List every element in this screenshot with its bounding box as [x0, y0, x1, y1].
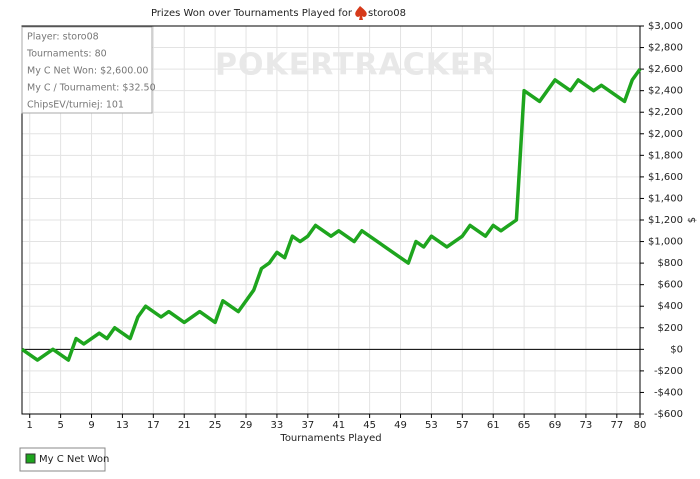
x-tick-label: 49 [394, 420, 407, 431]
y-tick-label: -$600 [654, 409, 683, 420]
y-tick-label: $0 [670, 344, 683, 355]
x-tick-label: 41 [332, 420, 345, 431]
x-axis-label: Tournaments Played [279, 433, 381, 444]
info-line: My C Net Won: $2,600.00 [27, 66, 148, 77]
y-tick-label: $1,000 [648, 237, 683, 248]
info-line: Tournaments: 80 [26, 49, 107, 60]
y-tick-label: $2,600 [648, 64, 683, 75]
x-tick-label: 69 [549, 420, 562, 431]
y-axis-label: $ [687, 217, 698, 223]
x-tick-label: 33 [271, 420, 284, 431]
x-tick-label: 13 [116, 420, 129, 431]
x-tick-label: 53 [425, 420, 438, 431]
x-tick-label: 73 [580, 420, 593, 431]
x-tick-label: 1 [27, 420, 33, 431]
info-line: ChipsEV/turniej: 101 [27, 100, 124, 111]
plot-border [21, 25, 641, 415]
chart-title: Prizes Won over Tournaments Played for [151, 8, 353, 19]
x-tick-label: 65 [518, 420, 531, 431]
y-tick-label: $600 [658, 280, 683, 291]
watermark: POKERTRACKER [215, 48, 496, 83]
y-tick-label: $2,000 [648, 129, 683, 140]
x-tick-label: 57 [456, 420, 469, 431]
y-tick-label: -$200 [654, 366, 683, 377]
y-tick-label: $1,600 [648, 172, 683, 183]
x-tick-label: 17 [147, 420, 160, 431]
info-line: My C / Tournament: $32.50 [27, 83, 156, 94]
info-line: Player: storo08 [27, 32, 99, 43]
y-tick-label: -$400 [654, 387, 683, 398]
x-tick-label: 9 [88, 420, 94, 431]
y-tick-label: $800 [658, 258, 683, 269]
x-tick-label: 5 [57, 420, 63, 431]
y-tick-label: $1,400 [648, 193, 683, 204]
y-tick-label: $3,000 [648, 21, 683, 32]
x-tick-label: 37 [301, 420, 314, 431]
legend-swatch [25, 453, 36, 464]
y-tick-label: $2,800 [648, 43, 683, 54]
x-tick-label: 77 [610, 420, 623, 431]
data-line [20, 68, 642, 362]
x-tick-label: 25 [209, 420, 222, 431]
player-name: storo08 [368, 8, 406, 19]
info-box [21, 26, 153, 114]
x-tick-label: 29 [240, 420, 253, 431]
y-tick-label: $200 [658, 323, 683, 334]
x-tick-label: 80 [634, 420, 647, 431]
y-tick-label: $2,400 [648, 86, 683, 97]
y-tick-label: $1,800 [648, 150, 683, 161]
legend-box [19, 447, 106, 472]
y-tick-label: $1,200 [648, 215, 683, 226]
y-tick-label: $400 [658, 301, 683, 312]
legend-label: My C Net Won [39, 454, 109, 465]
spade-icon [355, 6, 367, 20]
x-tick-label: 21 [178, 420, 191, 431]
x-tick-label: 45 [363, 420, 376, 431]
x-tick-label: 61 [487, 420, 500, 431]
y-tick-label: $2,200 [648, 107, 683, 118]
